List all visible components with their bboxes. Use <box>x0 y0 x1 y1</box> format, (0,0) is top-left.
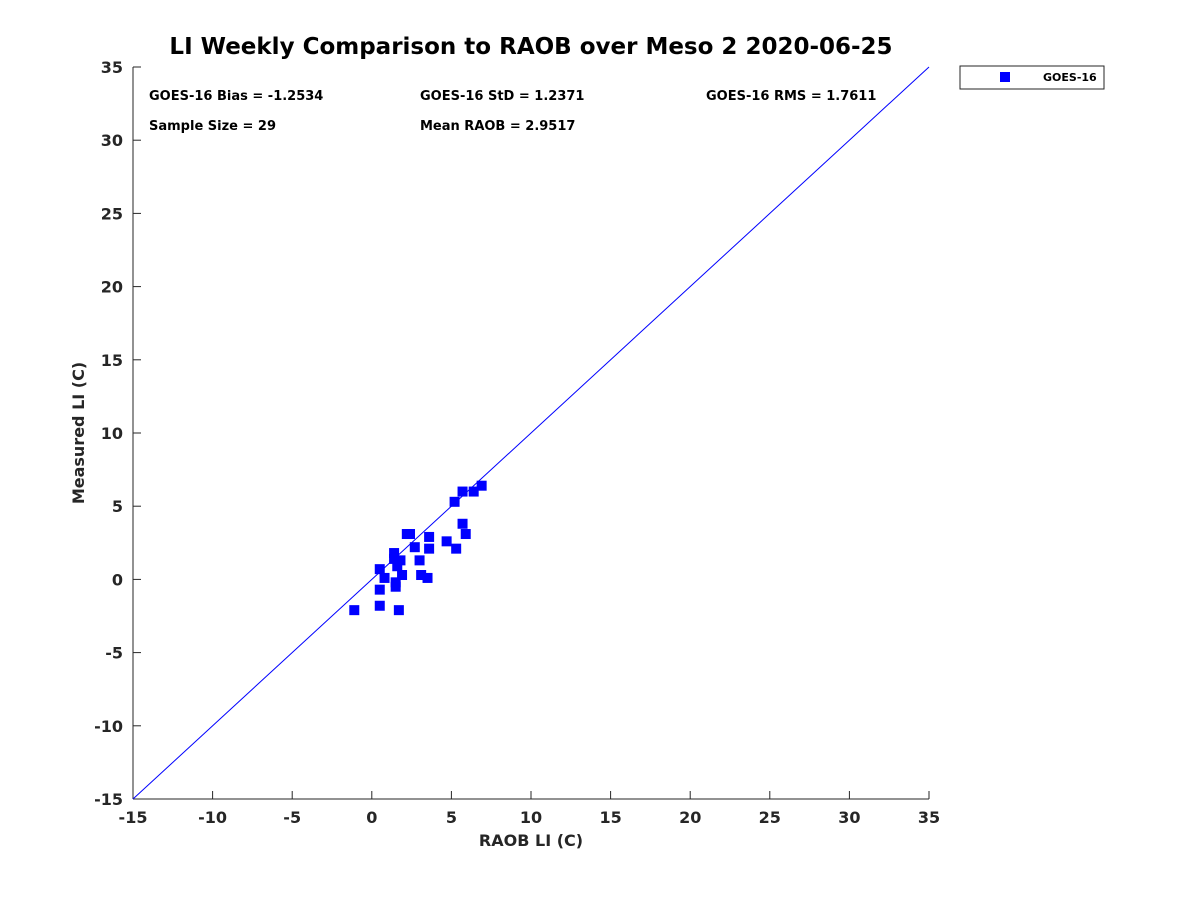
data-point <box>468 486 479 497</box>
legend-marker <box>1000 72 1010 82</box>
data-point <box>374 564 385 575</box>
x-tick-label: -15 <box>119 808 148 827</box>
data-point <box>349 605 360 616</box>
data-point <box>374 584 385 595</box>
data-point <box>457 486 468 497</box>
chart-title: LI Weekly Comparison to RAOB over Meso 2… <box>169 34 892 60</box>
x-tick-label: -5 <box>283 808 301 827</box>
x-tick-label: -10 <box>198 808 227 827</box>
data-point <box>414 555 425 566</box>
data-point <box>397 570 408 581</box>
x-tick-label: 15 <box>599 808 621 827</box>
data-point <box>449 496 460 507</box>
x-tick-label: 30 <box>838 808 860 827</box>
stat-text: GOES-16 StD = 1.2371 <box>420 89 584 104</box>
data-point <box>379 572 390 583</box>
data-point <box>409 542 420 553</box>
x-tick-label: 35 <box>918 808 940 827</box>
x-tick-label: 0 <box>366 808 377 827</box>
x-tick-label: 10 <box>520 808 542 827</box>
data-point <box>374 600 385 611</box>
stat-text: Mean RAOB = 2.9517 <box>420 119 575 134</box>
data-point <box>395 555 406 566</box>
data-point <box>390 581 401 592</box>
legend-box <box>959 65 1105 90</box>
data-point <box>422 572 433 583</box>
y-tick-label: 25 <box>101 204 123 223</box>
data-point <box>392 561 403 572</box>
x-tick-label: 5 <box>446 808 457 827</box>
y-tick-label: 15 <box>101 351 123 370</box>
y-tick-label: -5 <box>105 644 123 663</box>
data-point <box>416 570 427 581</box>
data-point <box>476 480 487 491</box>
data-point <box>389 553 400 564</box>
x-axis-label: RAOB LI (C) <box>479 831 583 850</box>
y-tick-label: -10 <box>94 717 123 736</box>
stat-text: GOES-16 RMS = 1.7611 <box>706 89 876 104</box>
data-point <box>405 529 416 540</box>
one-to-one-line <box>132 66 930 800</box>
plot-area: -15 -10 -5 0 5 10 15 20 25 30 35 -15 -10 -5 0 5 10 15 20 25… <box>94 58 940 827</box>
x-tick-label: 25 <box>759 808 781 827</box>
data-point <box>457 518 468 529</box>
data-point <box>389 548 400 559</box>
data-point <box>424 543 435 554</box>
stat-text: GOES-16 Bias = -1.2534 <box>149 89 323 104</box>
y-tick-label: 0 <box>112 570 123 589</box>
data-point <box>441 536 452 547</box>
data-point <box>460 529 471 540</box>
data-point <box>393 605 404 616</box>
y-tick-label: -15 <box>94 790 123 809</box>
y-axis-label: Measured LI (C) <box>69 362 88 504</box>
y-tick-label: 20 <box>101 278 123 297</box>
data-point <box>451 543 462 554</box>
data-point <box>424 531 435 542</box>
y-tick-label: 30 <box>101 131 123 150</box>
stat-text: Sample Size = 29 <box>149 119 276 134</box>
legend-label: GOES-16 <box>1043 71 1097 84</box>
y-tick-label: 10 <box>101 424 123 443</box>
y-tick-label: 35 <box>101 58 123 77</box>
y-tick-label: 5 <box>112 497 123 516</box>
legend: GOES-16 <box>959 65 1105 90</box>
x-tick-label: 20 <box>679 808 701 827</box>
